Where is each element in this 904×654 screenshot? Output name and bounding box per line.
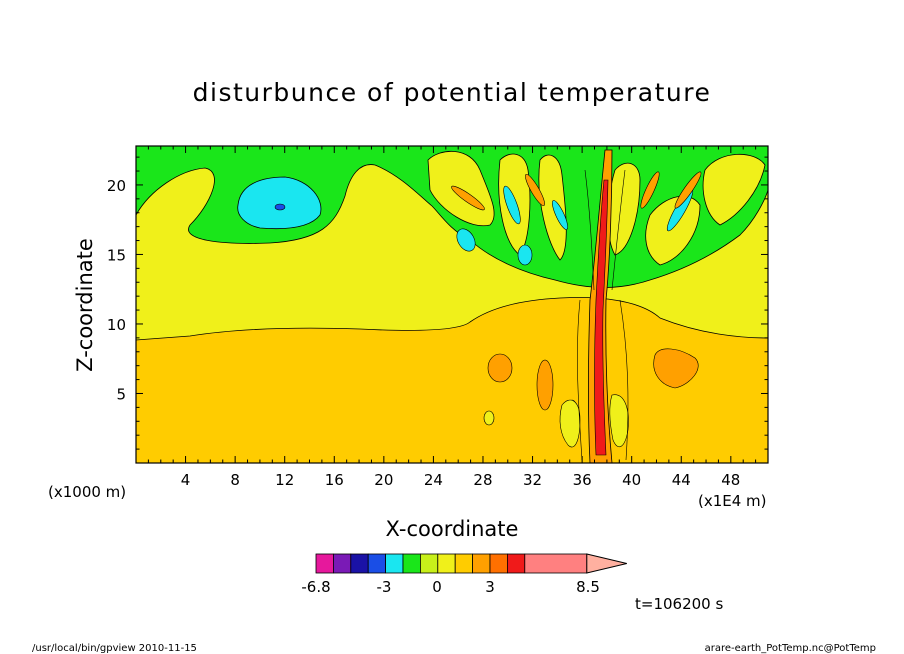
field-cyan-patch	[552, 200, 568, 230]
colorbar-swatch	[315, 553, 334, 574]
field-orange-lens	[653, 348, 699, 389]
chart-title: disturbunce of potential temperature	[193, 78, 712, 107]
field-orange-lens	[674, 171, 702, 209]
x-tick-label: 28	[473, 471, 492, 489]
field-yellow-bulge	[702, 153, 766, 226]
field-yellow-lens	[483, 410, 495, 426]
x-unit-right: (x1E4 m)	[698, 492, 767, 510]
contour-field	[136, 146, 768, 463]
plot-frame	[135, 145, 769, 464]
field-orange-lens	[451, 185, 485, 211]
field-cyan-patch	[456, 228, 476, 252]
colorbar-swatch	[367, 553, 387, 574]
field-yellow-bulge	[645, 196, 701, 266]
field-cyan-patch	[503, 185, 521, 225]
field-column-core	[594, 179, 609, 456]
x-tick-label: 4	[181, 471, 191, 489]
y-tick-label: 20	[107, 177, 126, 195]
x-axis: 4 8 12 16 20 24 28 32 36 40 44 48	[147, 146, 757, 489]
y-tick-label: 15	[107, 246, 126, 264]
field-blue-core	[274, 203, 286, 211]
y-tick-label: 5	[116, 385, 126, 403]
footer-right: arare-earth_PotTemp.nc@PotTemp	[705, 643, 876, 654]
field-contour-line	[611, 169, 626, 291]
colorbar-tick-label: 0	[432, 578, 442, 596]
x-tick-label: 36	[573, 471, 592, 489]
x-tick-label: 12	[275, 471, 294, 489]
y-tick-label: 10	[107, 316, 126, 334]
colorbar-swatch	[419, 553, 439, 574]
x-tick-label: 32	[523, 471, 542, 489]
colorbar	[315, 553, 627, 574]
field-cyan-patch	[517, 244, 533, 266]
y-axis: 5 10 15 20	[107, 156, 768, 450]
field-contour-line	[584, 169, 595, 291]
colorbar-swatch	[506, 553, 526, 574]
colorbar-tick-label: 3	[485, 578, 495, 596]
colorbar-labels: -6.8 -3 0 3 8.5	[301, 578, 600, 596]
x-tick-label: 48	[721, 471, 740, 489]
colorbar-swatch	[437, 553, 456, 574]
x-unit-left: (x1000 m)	[48, 483, 126, 501]
colorbar-swatch	[385, 553, 404, 574]
colorbar-swatch	[350, 553, 369, 574]
colorbar-swatch	[472, 553, 491, 574]
field-contour-line	[577, 299, 583, 461]
colorbar-tick-label: 8.5	[576, 578, 600, 596]
field-orange-lens	[487, 353, 513, 383]
x-tick-label: 24	[424, 471, 443, 489]
field-yellow-lens	[559, 399, 581, 448]
x-tick-label: 16	[325, 471, 344, 489]
colorbar-swatch	[524, 553, 588, 574]
colorbar-swatch	[489, 553, 508, 574]
field-cyan-patch	[237, 176, 322, 230]
y-axis-label: Z-coordinate	[73, 238, 97, 372]
field-orange-lens	[640, 171, 660, 209]
colorbar-swatch	[402, 553, 421, 574]
field-yellow-lens	[609, 394, 629, 448]
x-tick-label: 20	[374, 471, 393, 489]
time-label: t=106200 s	[635, 595, 723, 613]
colorbar-tick-label: -3	[377, 578, 392, 596]
x-axis-label: X-coordinate	[386, 517, 519, 541]
x-tick-label: 44	[672, 471, 691, 489]
field-orange-lens	[536, 359, 554, 411]
x-tick-label: 8	[230, 471, 240, 489]
colorbar-swatch	[454, 553, 474, 574]
footer-left: /usr/local/bin/gpview 2010-11-15	[32, 643, 197, 654]
field-orange-lens	[525, 173, 545, 207]
x-tick-label: 40	[622, 471, 641, 489]
field-contour-line	[619, 299, 629, 461]
colorbar-swatch	[332, 553, 352, 574]
field-yellow-bulge	[538, 154, 567, 261]
colorbar-arrow	[586, 553, 627, 574]
colorbar-tick-label: -6.8	[301, 578, 330, 596]
